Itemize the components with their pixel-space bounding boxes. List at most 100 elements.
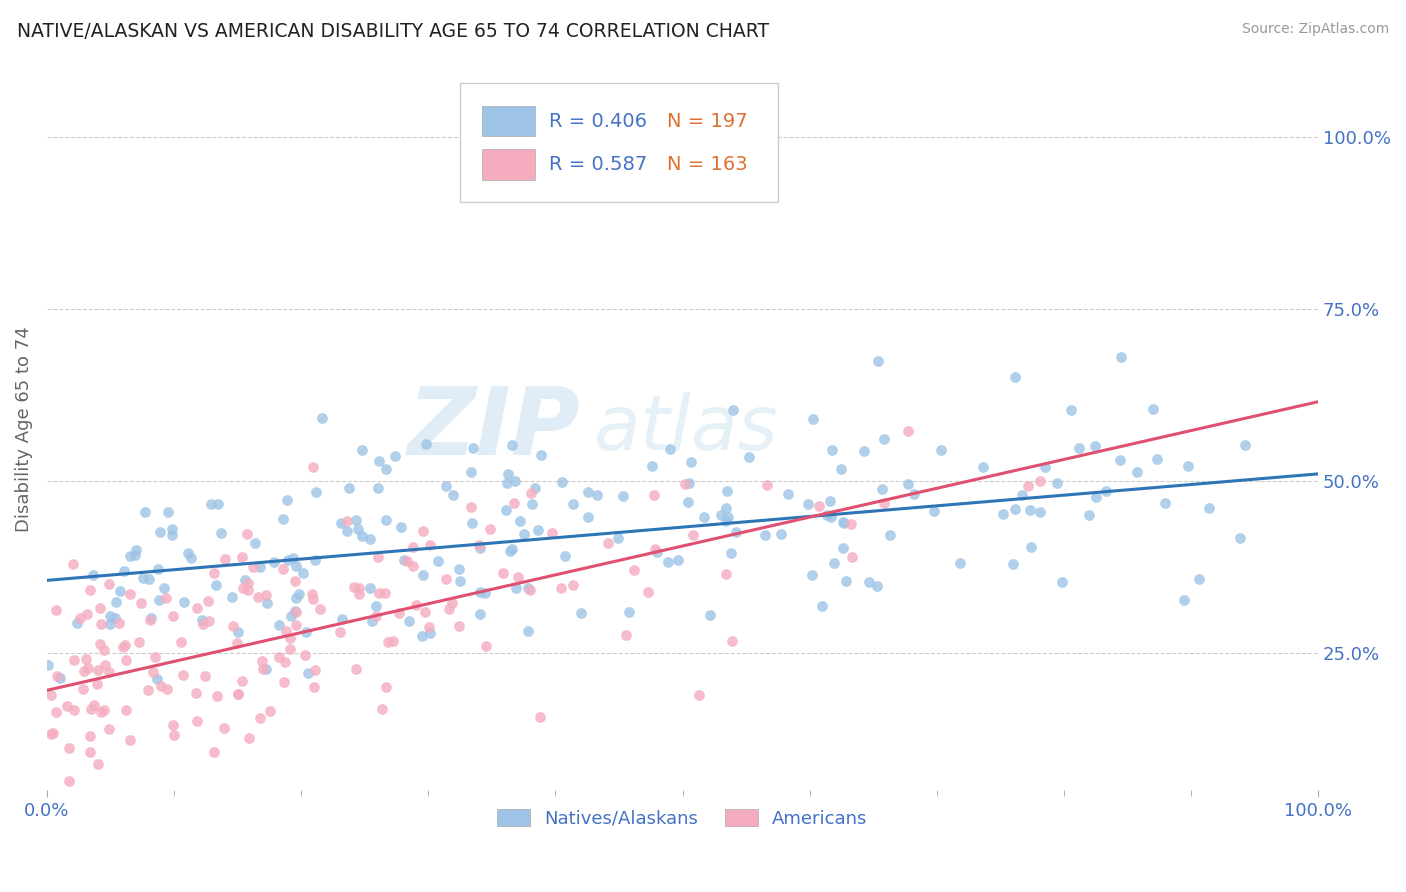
Point <box>226 687 249 701</box>
Point <box>506 570 529 584</box>
Point <box>586 488 609 502</box>
Point <box>69 611 91 625</box>
Point <box>852 443 875 458</box>
Point <box>688 688 710 702</box>
Point <box>832 541 855 555</box>
Point <box>623 563 645 577</box>
Point <box>278 642 301 657</box>
Point <box>682 527 704 541</box>
Point <box>197 594 219 608</box>
Point <box>58 773 80 788</box>
Point <box>367 550 389 565</box>
Point <box>821 443 844 458</box>
Point <box>1011 488 1033 502</box>
Point <box>271 512 294 526</box>
Point <box>344 662 367 676</box>
Point <box>501 542 523 557</box>
Point <box>374 586 396 600</box>
Point <box>658 442 681 456</box>
Point <box>576 510 599 524</box>
Point <box>276 492 298 507</box>
Point <box>39 727 62 741</box>
Point <box>263 555 285 569</box>
Point <box>841 549 863 564</box>
Point <box>1046 475 1069 490</box>
Point <box>209 526 232 541</box>
Point <box>1018 502 1040 516</box>
Point <box>276 624 298 639</box>
Point <box>212 721 235 735</box>
Point <box>1177 458 1199 473</box>
Point <box>246 591 269 605</box>
Point <box>72 682 94 697</box>
Point <box>496 467 519 481</box>
Point <box>801 568 824 582</box>
Text: NATIVE/ALASKAN VS AMERICAN DISABILITY AGE 65 TO 74 CORRELATION CHART: NATIVE/ALASKAN VS AMERICAN DISABILITY AG… <box>17 22 769 41</box>
Point <box>468 585 491 599</box>
Point <box>156 681 179 696</box>
Point <box>254 588 277 602</box>
Point <box>359 532 381 546</box>
Point <box>879 528 901 542</box>
Point <box>332 612 354 626</box>
Point <box>614 628 637 642</box>
Point <box>1234 438 1257 452</box>
Point <box>755 478 778 492</box>
Point <box>128 635 150 649</box>
Point <box>98 609 121 624</box>
Text: atlas: atlas <box>593 392 778 467</box>
Point <box>1109 452 1132 467</box>
Point <box>284 574 307 588</box>
Point <box>569 606 592 620</box>
Point <box>1050 575 1073 590</box>
Point <box>405 598 427 612</box>
Point <box>449 562 471 576</box>
Point <box>832 516 855 530</box>
Point <box>991 507 1014 521</box>
Point <box>273 562 295 576</box>
Point <box>173 595 195 609</box>
Point <box>897 424 920 438</box>
Point <box>367 481 389 495</box>
Point <box>105 595 128 609</box>
Point <box>221 591 243 605</box>
Point <box>232 581 254 595</box>
Point <box>1029 505 1052 519</box>
Point <box>823 556 845 570</box>
Point <box>256 596 278 610</box>
Point <box>972 460 994 475</box>
Y-axis label: Disability Age 65 to 74: Disability Age 65 to 74 <box>15 326 32 533</box>
Point <box>202 745 225 759</box>
Point <box>302 680 325 694</box>
Point <box>441 487 464 501</box>
Point <box>214 551 236 566</box>
Point <box>714 567 737 582</box>
Point <box>86 756 108 771</box>
Point <box>273 675 295 690</box>
Point <box>139 613 162 627</box>
Point <box>714 500 737 515</box>
Point <box>873 496 896 510</box>
Point <box>461 441 484 455</box>
Point <box>162 718 184 732</box>
Point <box>509 514 531 528</box>
Point <box>45 603 67 617</box>
Point <box>294 648 316 663</box>
Point <box>832 516 855 530</box>
Point <box>389 519 412 533</box>
Point <box>949 557 972 571</box>
Point <box>177 546 200 560</box>
Point <box>513 527 536 541</box>
Point <box>1109 350 1132 364</box>
Point <box>374 680 396 694</box>
Point <box>437 602 460 616</box>
Point <box>80 702 103 716</box>
Point <box>108 616 131 631</box>
Point <box>1084 490 1107 504</box>
Point <box>475 639 498 653</box>
Point <box>817 508 839 522</box>
Point <box>818 494 841 508</box>
Point <box>693 510 716 524</box>
Point <box>304 553 326 567</box>
Point <box>104 611 127 625</box>
